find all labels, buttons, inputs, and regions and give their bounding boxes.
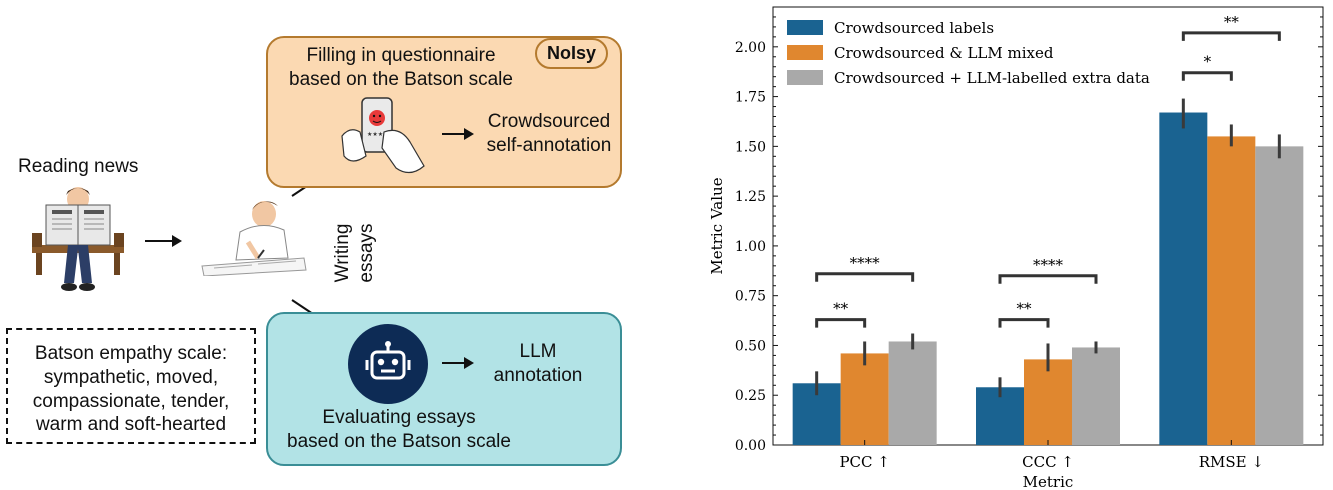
robot-icon	[348, 324, 428, 404]
llm-line2: annotation	[493, 364, 583, 386]
reading-news-label: Reading news	[18, 156, 139, 177]
svg-text:★★★★: ★★★★	[367, 131, 389, 138]
y-tick-label: 0.00	[735, 438, 766, 454]
significance-label: ****	[850, 254, 881, 272]
legend-swatch	[787, 45, 823, 60]
phone-rating-icon: ★★★★	[340, 96, 430, 180]
writing-essays-line2: essays	[355, 223, 377, 283]
significance-bracket	[1181, 31, 1281, 41]
bar	[1024, 359, 1072, 445]
evaluating-line2: based on the Batson scale	[287, 430, 511, 452]
crowdsourced-line1: Crowdsourced	[487, 111, 611, 132]
y-tick-label: 2.00	[735, 40, 766, 56]
arrowhead-icon	[464, 128, 474, 140]
bar	[888, 341, 937, 445]
questionnaire-label: Filling in questionnaire based on the Ba…	[270, 44, 532, 92]
y-tick-label: 1.50	[735, 139, 766, 155]
batson-line4: warm and soft-hearted	[35, 414, 227, 436]
questionnaire-line1: Filling in questionnaire	[306, 45, 496, 66]
significance-label: **	[1224, 13, 1240, 31]
arrowhead-icon	[172, 235, 182, 247]
arrow-to-llm-annotation	[442, 362, 468, 364]
bar	[840, 353, 889, 445]
legend-swatch	[787, 70, 823, 85]
x-axis-label: Metric	[1023, 473, 1074, 490]
evaluating-line1: Evaluating essays	[322, 407, 476, 428]
bar	[1255, 146, 1304, 445]
significance-label: ****	[1033, 256, 1064, 274]
significance-bracket	[815, 272, 915, 282]
llm-line1: LLM	[519, 341, 557, 362]
llm-label: LLM annotation	[478, 340, 598, 388]
y-axis-label: Metric Value	[708, 177, 726, 274]
llm-annotation-box: LLM annotation Evaluating essays based o…	[266, 312, 622, 466]
significance-bracket	[998, 318, 1050, 328]
writing-essays-line1: Writing	[332, 223, 353, 283]
x-tick-label: CCC ↑	[1022, 453, 1074, 471]
bar	[1072, 347, 1120, 445]
legend-label: Crowdsourced + LLM-labelled extra data	[834, 69, 1150, 87]
y-tick-label: 0.50	[735, 338, 766, 354]
evaluating-label: Evaluating essays based on the Batson sc…	[268, 406, 530, 454]
pipeline-diagram: Reading news	[0, 0, 640, 490]
legend-label: Crowdsourced & LLM mixed	[834, 44, 1054, 62]
y-tick-label: 0.25	[735, 388, 766, 404]
crowdsourced-label: Crowdsourced self-annotation	[478, 110, 620, 158]
metric-bar-chart: *************** 0.000.250.500.751.001.25…	[708, 6, 1324, 490]
questionnaire-line2: based on the Batson scale	[289, 68, 513, 90]
significance-bracket	[998, 274, 1098, 284]
batson-line3: compassionate, tender,	[32, 390, 230, 412]
y-tick-label: 1.75	[735, 90, 766, 106]
legend-label: Crowdsourced labels	[834, 19, 994, 37]
significance-bracket	[815, 318, 867, 328]
significance-label: **	[833, 300, 849, 318]
arrowhead-icon	[464, 357, 474, 369]
newspaper-reader-icon	[28, 183, 128, 295]
noisy-badge: NoIsy	[535, 38, 609, 69]
batson-line2: sympathetic, moved,	[43, 366, 219, 388]
significance-bracket	[1181, 71, 1233, 81]
significance-label: *	[1204, 53, 1212, 71]
batson-scale-box: Batson empathy scale: sympathetic, moved…	[6, 328, 256, 444]
batson-line1: Batson empathy scale:	[34, 343, 228, 364]
legend: Crowdsourced labels Crowdsourced & LLM mi…	[787, 19, 1150, 87]
crowdsourced-line2: self-annotation	[486, 134, 612, 156]
arrow-to-crowdsourced	[442, 133, 468, 135]
writing-person-icon	[192, 196, 310, 277]
significance-label: **	[1017, 300, 1033, 318]
bar	[1207, 136, 1256, 445]
bar	[1159, 112, 1208, 445]
x-tick-label: RMSE ↓	[1199, 453, 1264, 471]
legend-swatch	[787, 20, 823, 35]
arrow-reading-to-writing	[145, 240, 177, 242]
x-tick-label: PCC ↑	[839, 453, 889, 471]
y-tick-label: 0.75	[735, 289, 766, 305]
y-tick-label: 1.25	[735, 189, 766, 205]
y-tick-label: 1.00	[735, 239, 766, 255]
writing-essays-label: Writing essays	[331, 198, 381, 308]
